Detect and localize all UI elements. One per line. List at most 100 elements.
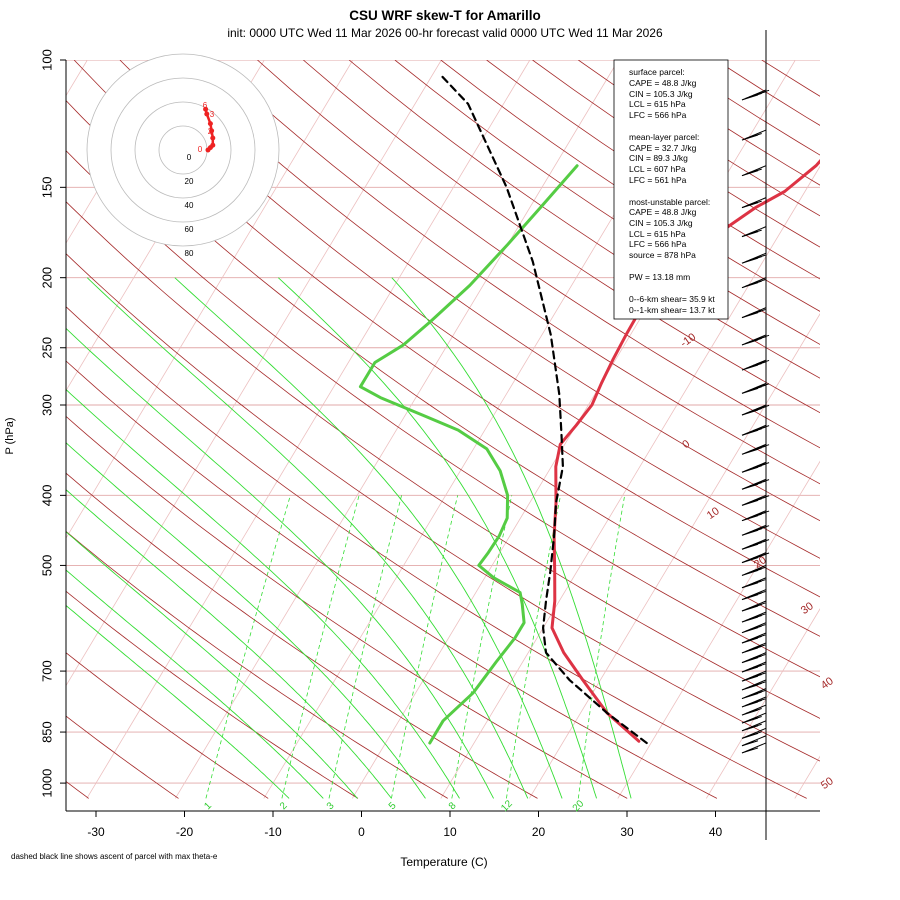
dry-adiabat-line	[211, 60, 820, 485]
moist-adiabat-line	[66, 604, 290, 799]
stats-mu-lfc: LFC = 566 hPa	[629, 239, 687, 249]
hodograph-ring-label: 40	[185, 201, 194, 210]
temperature-line	[550, 159, 820, 743]
mixing-ratio-label: 2	[278, 800, 290, 812]
hodograph-ring-label: 20	[185, 177, 194, 186]
dry-adiabat-line	[66, 360, 718, 799]
mixing-ratio-label: 20	[571, 798, 587, 814]
wind-barb	[741, 277, 767, 289]
dry-adiabat-label: 30	[799, 600, 816, 617]
stats-mu-cin: CIN = 105.3 J/kg	[629, 218, 693, 228]
x-axis-label: Temperature (C)	[400, 855, 487, 869]
wind-barb	[741, 589, 767, 601]
wind-barb	[741, 129, 767, 141]
wind-barb	[741, 524, 770, 536]
stats-mixed-lfc: LFC = 561 hPa	[629, 175, 687, 185]
wind-barb-flag	[749, 602, 766, 609]
isotherm-line	[528, 313, 820, 799]
dry-adiabat-line	[66, 590, 359, 799]
isotherm-line	[440, 165, 820, 799]
mixing-ratio-line	[577, 495, 626, 799]
wind-barb-half-flag	[749, 709, 758, 713]
hodograph-point	[210, 135, 216, 141]
wind-barb-flag	[749, 613, 766, 620]
stats-surface-title: surface parcel:	[629, 67, 685, 77]
mixing-ratio-line	[506, 495, 561, 799]
wind-barb	[741, 611, 767, 623]
mixing-ratio-line	[328, 495, 402, 799]
wind-barb-half-flag	[752, 580, 762, 584]
dewpoint-line	[358, 164, 579, 745]
stats-surface-cape: CAPE = 48.8 J/kg	[629, 78, 697, 88]
wind-barb-flag	[752, 525, 770, 532]
stats-mu-title: most-unstable parcel:	[629, 197, 710, 207]
y-tick-label: 300	[39, 394, 54, 416]
y-tick-label: 850	[39, 721, 54, 743]
hodograph-point-label: 1	[210, 132, 215, 141]
moist-adiabat-line	[174, 277, 563, 799]
wind-barb-flag	[749, 624, 766, 631]
wind-barb	[741, 552, 770, 564]
dry-adiabat-line	[66, 99, 820, 637]
wind-barb	[741, 252, 767, 264]
y-axis-label: P (hPa)	[4, 417, 16, 454]
hodograph-point	[210, 142, 216, 148]
x-tick-label: 30	[620, 825, 634, 839]
wind-barb-flag	[752, 479, 770, 486]
wind-barb-half-flag	[752, 645, 762, 649]
hodograph-point	[207, 121, 213, 127]
wind-barb	[741, 704, 767, 716]
dry-adiabat-label: 40	[819, 675, 836, 692]
wind-barb	[741, 382, 770, 394]
isotherm-line	[174, 60, 619, 799]
y-tick-label: 100	[39, 49, 54, 71]
wind-barb-flag	[752, 425, 770, 432]
wind-barb	[741, 642, 767, 654]
parcel_max_theta_e-line	[439, 74, 648, 745]
y-tick-label: 1000	[39, 769, 54, 798]
x-tick-label: -20	[176, 825, 194, 839]
stats-surface-lcl: LCL = 615 hPa	[629, 99, 686, 109]
dry-adiabat-label: 50	[819, 775, 836, 792]
dry-adiabat-line	[348, 60, 820, 379]
stats-mu-cape: CAPE = 48.8 J/kg	[629, 207, 697, 217]
mixing-ratio-line	[281, 495, 360, 799]
wind-barb-flag	[752, 89, 770, 96]
wind-barb	[741, 600, 767, 612]
wind-barb	[741, 688, 767, 700]
wind-barb-flag	[749, 254, 766, 261]
y-tick-label: 500	[39, 555, 54, 577]
dry-adiabat-line	[165, 60, 820, 522]
isotherm-line	[705, 608, 820, 799]
wind-barb-flag	[749, 591, 766, 597]
hodograph-point-label: 0	[198, 145, 203, 154]
mixing-ratio-label: 3	[325, 800, 337, 812]
isotherm-line	[617, 460, 820, 799]
wind-barb	[741, 696, 767, 708]
wind-barb-flag	[749, 681, 766, 688]
stats-box: surface parcel: CAPE = 48.8 J/kg CIN = 1…	[613, 59, 729, 320]
wind-barb-half-flag	[749, 230, 758, 235]
wind-barb	[741, 661, 767, 673]
moist-adiabat-line	[86, 277, 529, 799]
wind-barbs	[741, 30, 770, 840]
wind-barb-flag	[752, 539, 770, 546]
dry-adiabat-label: 10	[705, 505, 722, 522]
wind-barb	[741, 679, 767, 691]
moist-adiabat-line	[66, 569, 324, 799]
wind-barb-half-flag	[745, 741, 754, 745]
wind-barb-half-flag	[745, 748, 754, 752]
wind-barb-half-flag	[752, 567, 762, 572]
wind-barb	[741, 89, 770, 101]
hodograph-ring	[86, 53, 280, 247]
wind-barb-half-flag	[756, 405, 765, 410]
moist-adiabat-line	[66, 327, 494, 799]
wind-barb	[741, 652, 767, 664]
dry-adiabat-line	[257, 60, 820, 449]
y-tick-label: 200	[39, 267, 54, 289]
y-tick-label: 700	[39, 660, 54, 682]
wind-barb	[741, 564, 767, 576]
x-tick-label: 0	[358, 825, 365, 839]
wind-barb	[741, 742, 767, 754]
x-tick-label: 40	[709, 825, 723, 839]
